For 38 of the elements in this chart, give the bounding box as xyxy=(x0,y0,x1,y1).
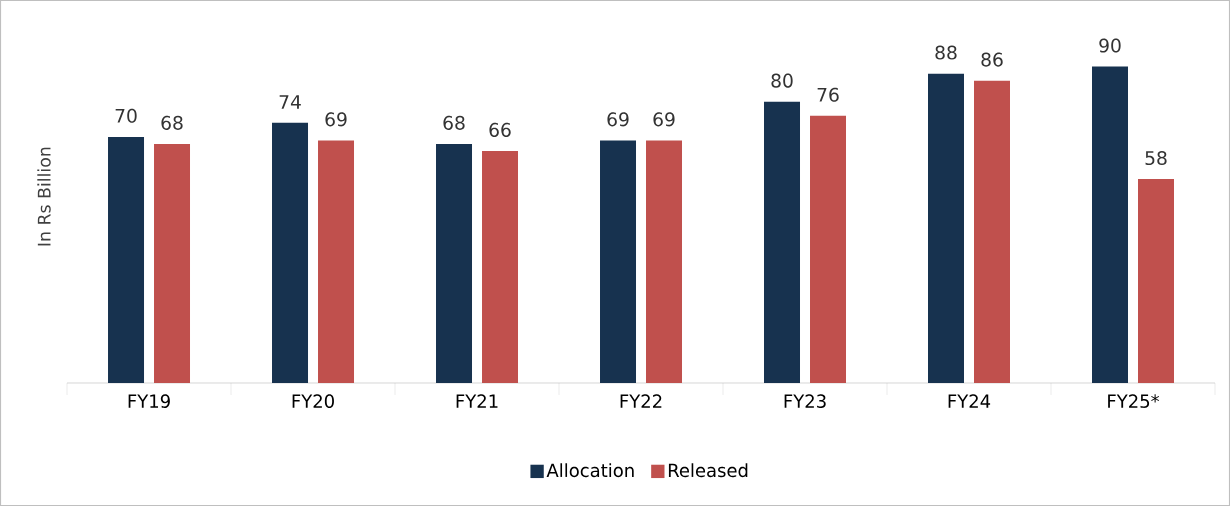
data-label: 90 xyxy=(1099,38,1121,53)
data-label: 76 xyxy=(817,87,839,102)
data-label: 68 xyxy=(443,115,465,130)
data-label: 86 xyxy=(981,52,1003,67)
bar xyxy=(1138,179,1174,383)
x-tick-label: FY24 xyxy=(948,394,991,408)
bar xyxy=(600,140,637,383)
data-label: 74 xyxy=(279,95,301,109)
data-label: 69 xyxy=(325,112,347,127)
x-tick-label: FY21 xyxy=(456,394,498,408)
data-label: 69 xyxy=(607,112,629,127)
legend-label: Released xyxy=(668,463,748,478)
data-label: 69 xyxy=(653,112,675,127)
data-label: 66 xyxy=(489,122,511,137)
bar xyxy=(810,115,847,383)
x-tick-label: FY25* xyxy=(1108,394,1160,408)
y-axis-title: In Rs Billion xyxy=(37,147,51,246)
data-label: 70 xyxy=(115,108,137,123)
bar xyxy=(436,143,473,383)
bar xyxy=(764,101,801,383)
bar xyxy=(646,140,683,383)
bar xyxy=(974,80,1010,383)
data-label: 58 xyxy=(1145,150,1167,166)
bar xyxy=(482,150,519,383)
data-label: 88 xyxy=(935,45,957,60)
bar xyxy=(154,143,191,383)
bar xyxy=(1092,66,1128,383)
data-label: 68 xyxy=(161,115,183,130)
bar xyxy=(272,122,309,383)
x-tick-label: FY20 xyxy=(292,394,334,408)
bar xyxy=(108,136,145,383)
bar xyxy=(928,73,964,383)
x-tick-label: FY19 xyxy=(128,394,170,408)
data-label: 80 xyxy=(771,73,793,88)
legend-label: Allocation xyxy=(546,463,634,478)
x-tick-label: FY22 xyxy=(620,394,662,408)
bar xyxy=(318,140,355,383)
x-tick-label: FY23 xyxy=(784,394,826,408)
